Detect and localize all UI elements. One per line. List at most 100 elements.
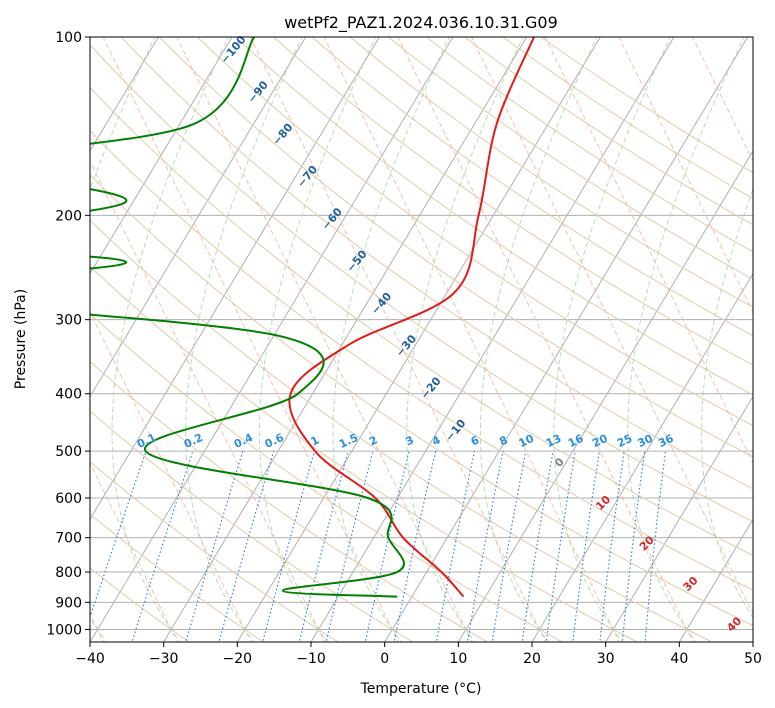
dry-adiabat: [197, 37, 753, 427]
x-tick-label: −40: [75, 651, 105, 667]
mixing-ratio-line: [364, 450, 410, 642]
dashed-reference-line: [90, 461, 178, 642]
y-tick-label: 1000: [46, 622, 82, 638]
background-lines: [90, 37, 753, 642]
x-axis-label: Temperature (°C): [360, 681, 482, 697]
mixing-ratio-line: [90, 450, 147, 619]
dry-adiabat-label: −50: [344, 247, 370, 274]
dashed-reference-line: [627, 37, 745, 642]
profile-lines: [90, 37, 535, 598]
dashed-reference-line: [111, 37, 229, 642]
mixing-ratio-label: 0.6: [263, 431, 286, 451]
x-tick-label: 20: [523, 651, 541, 667]
dashed-reference-line: [249, 37, 547, 642]
isotherm: [90, 37, 380, 521]
axes: −40 −30 −20 −10 0 10 20 30 40 5010020030040050060…: [46, 30, 762, 667]
x-tick-label: −10: [296, 651, 326, 667]
mixing-ratio-label: 10: [517, 432, 537, 450]
dewpoint-profile-line: [90, 37, 405, 598]
dashed-reference-line: [691, 37, 753, 163]
dry-adiabat: [120, 37, 753, 490]
dashed-reference-line: [90, 37, 156, 642]
dashed-reference-line: [332, 37, 450, 642]
isotherm: [236, 37, 601, 642]
mixing-ratio-line: [435, 450, 476, 642]
mixing-ratio-label: 30: [636, 432, 656, 450]
y-tick-label: 900: [55, 595, 82, 611]
dry-adiabat: [273, 37, 753, 366]
y-tick-label: 700: [55, 531, 82, 547]
isotherm: [90, 37, 159, 152]
mixing-ratio-label: 36: [656, 432, 676, 450]
dry-adiabat: [90, 43, 753, 523]
isotherm: [605, 395, 753, 642]
y-tick-label: 800: [55, 565, 82, 581]
dashed-reference-line: [102, 37, 399, 642]
mixing-ratio-line: [491, 450, 527, 642]
mixing-ratio-line: [131, 450, 194, 642]
isotherm: [457, 149, 753, 642]
isotherm: [752, 641, 753, 642]
y-tick-label: 500: [55, 444, 82, 460]
isotherm: [531, 272, 753, 642]
dry-adiabat: [387, 37, 753, 280]
moist-adiabat-label: 10: [593, 493, 613, 513]
mixing-ratio-label: 0.1: [135, 431, 158, 451]
dashed-reference-line: [553, 37, 671, 642]
isotherm: [163, 37, 528, 642]
dry-adiabat: [90, 219, 713, 642]
y-tick-label: 400: [55, 387, 82, 403]
x-tick-label: 30: [597, 651, 615, 667]
mixing-ratio-line: [325, 450, 374, 642]
x-tick-label: 10: [449, 651, 467, 667]
dry-adiabat: [90, 360, 489, 642]
dry-adiabat-label: −20: [418, 374, 444, 401]
x-tick-label: −20: [223, 651, 253, 667]
mixing-ratio-line: [185, 450, 244, 642]
dry-adiabat: [540, 37, 753, 174]
dry-adiabat: [90, 410, 414, 642]
mixing-ratio-label: 25: [615, 432, 634, 450]
dry-adiabat: [311, 37, 753, 337]
y-tick-label: 300: [55, 313, 82, 329]
dry-adiabat: [90, 461, 340, 642]
dashed-reference-line: [406, 37, 524, 642]
dashed-reference-line: [470, 37, 753, 616]
plot-frame: [89, 36, 754, 643]
isotherm: [90, 37, 233, 275]
dashed-reference-line: [544, 37, 753, 465]
dashed-reference-line: [323, 37, 620, 642]
dashed-reference-line: [185, 37, 303, 642]
mixing-ratio-label: 3: [403, 433, 415, 448]
mixing-ratio-label: 1.5: [337, 431, 360, 451]
dashed-reference-line: [479, 37, 598, 642]
mixing-ratio-label: 16: [566, 432, 586, 450]
x-tick-label: 0: [380, 651, 389, 667]
x-tick-label: 40: [670, 651, 688, 667]
dry-adiabat: [90, 86, 753, 557]
mixing-ratio-line: [393, 450, 437, 642]
mixing-ratio-line: [572, 451, 601, 642]
mixing-ratio-label: 2: [367, 433, 379, 448]
isotherm: [90, 37, 307, 398]
dry-adiabat: [90, 567, 190, 642]
isotherm: [310, 37, 675, 642]
isotherm: [678, 518, 753, 642]
temperature-profile-line: [288, 37, 535, 598]
isotherm: [384, 37, 749, 642]
dry-adiabat: [158, 37, 753, 458]
moist-adiabat-label: 0: [552, 455, 567, 470]
mixing-ratio-label: 6: [469, 433, 482, 448]
dry-adiabat: [90, 130, 753, 591]
dry-adiabat: [349, 37, 753, 308]
y-tick-label: 600: [55, 491, 82, 507]
mixing-ratio-line: [466, 450, 504, 642]
dry-adiabat-label: −60: [319, 205, 345, 232]
mixing-ratio-label: 13: [544, 432, 563, 450]
dry-adiabat-label: −80: [270, 121, 296, 148]
x-tick-label: −30: [149, 651, 179, 667]
dashed-reference-line: [90, 310, 252, 642]
y-tick-label: 100: [55, 30, 82, 46]
chart-title: wetPf2_PAZ1.2024.036.10.31.G09: [284, 13, 558, 33]
